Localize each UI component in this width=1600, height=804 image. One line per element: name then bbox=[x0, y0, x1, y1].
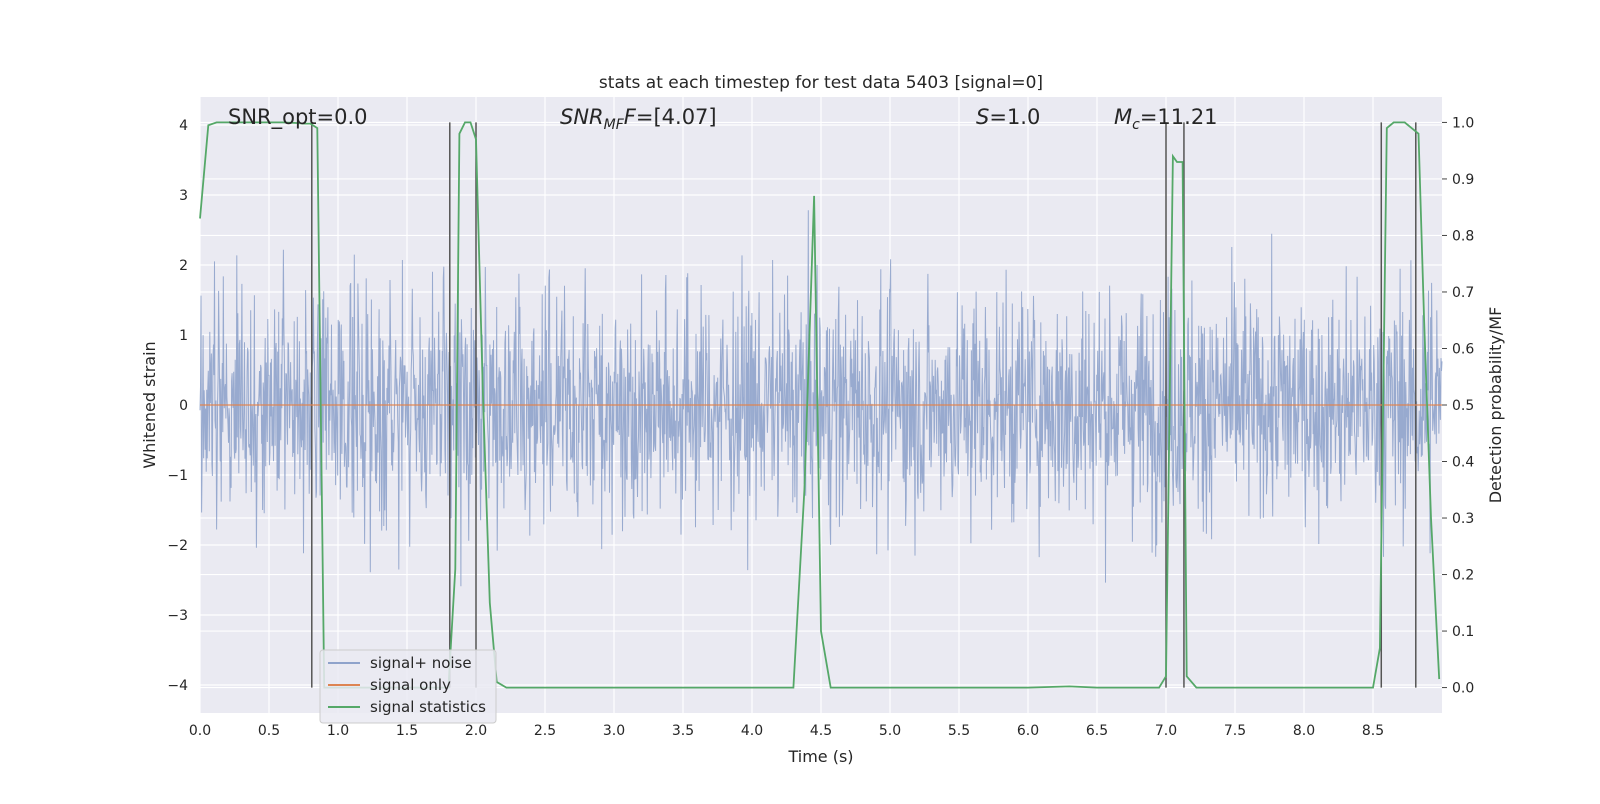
y2-axis-label: Detection probability/MF bbox=[1486, 307, 1505, 504]
annotation-s: S=1.0 bbox=[976, 105, 1040, 129]
x-tick-label: 6.5 bbox=[1086, 723, 1108, 739]
y-axis-ticks: 4 3 2 1 0 −1 −2 −3 −4 bbox=[167, 118, 188, 694]
y2-tick-label: 0.8 bbox=[1452, 228, 1474, 244]
x-tick-label: 2.5 bbox=[534, 723, 556, 739]
snr-mf-subscript: MF bbox=[604, 117, 625, 133]
annotation-snr-opt: SNR_opt=0.0 bbox=[228, 105, 368, 130]
y2-tick-label: 0.5 bbox=[1452, 398, 1474, 414]
annotation-mc: Mc=11.21 bbox=[1114, 105, 1218, 133]
y-tick-label: −3 bbox=[167, 608, 188, 624]
x-tick-label: 4.5 bbox=[810, 723, 832, 739]
x-tick-label: 3.0 bbox=[603, 723, 625, 739]
y-tick-label: −1 bbox=[167, 468, 188, 484]
y2-tick-label: 0.3 bbox=[1452, 511, 1474, 527]
snr-mf-f: F bbox=[624, 105, 637, 129]
y2-tick-label: 0.0 bbox=[1452, 681, 1474, 697]
y2-tick-label: 1.0 bbox=[1452, 115, 1474, 131]
y-tick-label: 2 bbox=[179, 258, 188, 274]
y-tick-label: 1 bbox=[179, 328, 188, 344]
s-value: =1.0 bbox=[989, 105, 1040, 129]
snr-mf-symbol: SNR bbox=[560, 105, 604, 129]
mc-value: =11.21 bbox=[1140, 105, 1218, 129]
y2-tick-label: 0.1 bbox=[1452, 624, 1474, 640]
x-tick-label: 7.0 bbox=[1155, 723, 1177, 739]
y-tick-label: 3 bbox=[179, 188, 188, 204]
x-axis-ticks: 0.0 0.5 1.0 1.5 2.0 2.5 3.0 3.5 4.0 4.5 5.0 5.5 6.0 6… bbox=[189, 723, 1384, 739]
series-signal-noise bbox=[199, 210, 1443, 587]
y2-axis-ticks: 1.0 0.9 0.8 0.7 0.6 0.5 0.4 0.3 0.2 0.1 0.0 bbox=[1442, 115, 1474, 697]
x-tick-label: 5.0 bbox=[879, 723, 901, 739]
x-tick-label: 5.5 bbox=[948, 723, 970, 739]
mc-symbol: M bbox=[1114, 105, 1132, 129]
y2-tick-label: 0.4 bbox=[1452, 455, 1474, 471]
legend: signal+ noise signal only signal statist… bbox=[319, 649, 497, 724]
y2-tick-label: 0.6 bbox=[1452, 341, 1474, 357]
y-tick-label: 4 bbox=[179, 118, 188, 134]
x-tick-label: 8.5 bbox=[1362, 723, 1384, 739]
x-tick-label: 4.0 bbox=[741, 723, 763, 739]
legend-label-statistics: signal statistics bbox=[370, 698, 486, 716]
annotation-snr-mf: SNRMFF=[4.07] bbox=[560, 105, 717, 133]
y2-tick-label: 0.9 bbox=[1452, 172, 1474, 188]
x-axis-label: Time (s) bbox=[787, 747, 853, 766]
x-tick-label: 0.5 bbox=[258, 723, 280, 739]
snr-mf-value: =[4.07] bbox=[636, 105, 717, 129]
y2-tick-label: 0.2 bbox=[1452, 568, 1474, 584]
y-tick-label: −2 bbox=[167, 538, 188, 554]
x-tick-label: 7.5 bbox=[1224, 723, 1246, 739]
x-tick-label: 0.0 bbox=[189, 723, 211, 739]
legend-label-noise: signal+ noise bbox=[370, 654, 472, 672]
y-tick-label: 0 bbox=[179, 398, 188, 414]
x-tick-label: 8.0 bbox=[1293, 723, 1315, 739]
chart-title: stats at each timestep for test data 540… bbox=[599, 73, 1043, 93]
s-symbol: S bbox=[976, 105, 989, 129]
legend-box bbox=[319, 649, 497, 724]
x-tick-label: 3.5 bbox=[672, 723, 694, 739]
x-tick-label: 1.0 bbox=[327, 723, 349, 739]
mc-subscript: c bbox=[1132, 117, 1140, 133]
x-tick-label: 2.0 bbox=[465, 723, 487, 739]
x-tick-label: 6.0 bbox=[1017, 723, 1039, 739]
legend-label-signal-only: signal only bbox=[370, 676, 451, 694]
series-signal-statistics bbox=[199, 121, 1441, 689]
noise-trace bbox=[199, 210, 1443, 587]
y-axis-label: Whitened strain bbox=[140, 341, 159, 468]
x-tick-label: 1.5 bbox=[396, 723, 418, 739]
y-tick-label: −4 bbox=[167, 678, 188, 694]
y2-tick-label: 0.7 bbox=[1452, 285, 1474, 301]
